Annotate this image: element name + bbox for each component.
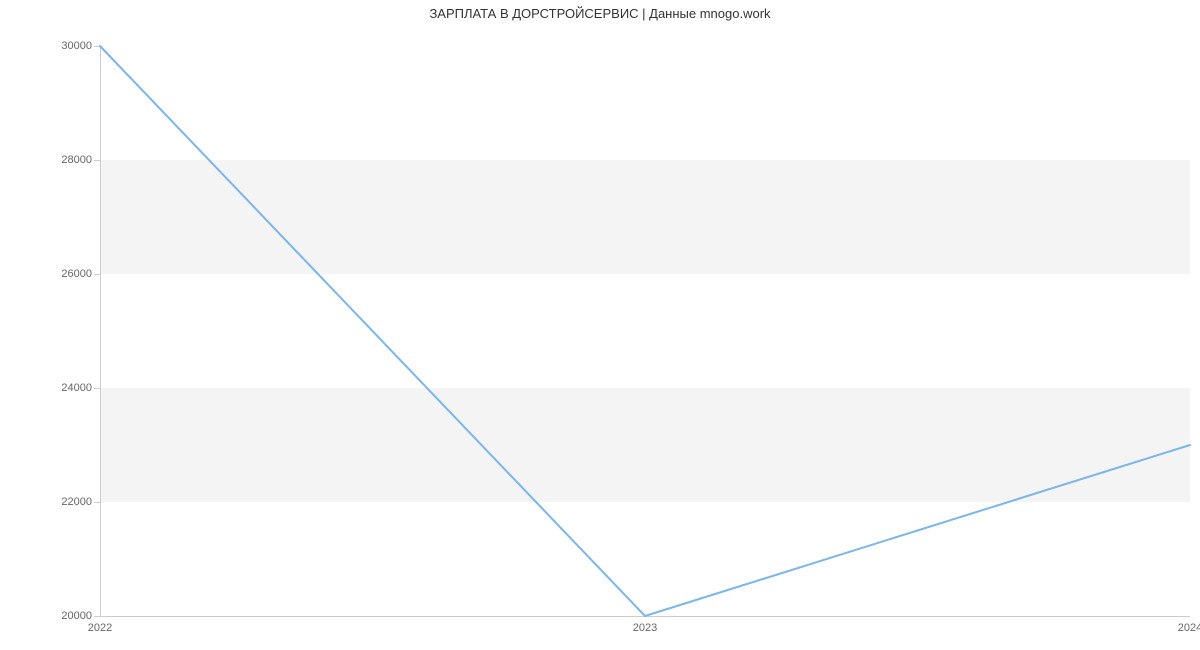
chart-title: ЗАРПЛАТА В ДОРСТРОЙСЕРВИС | Данные mnogo…	[0, 0, 1200, 25]
y-tick-label: 30000	[61, 40, 100, 52]
y-tick-label: 22000	[61, 496, 100, 508]
x-tick-label: 2024	[1178, 616, 1200, 634]
y-tick-label: 28000	[61, 154, 100, 166]
line-series	[100, 46, 1190, 616]
x-tick-label: 2022	[88, 616, 112, 634]
x-tick-label: 2023	[633, 616, 657, 634]
y-tick-label: 24000	[61, 382, 100, 394]
y-tick-label: 26000	[61, 268, 100, 280]
chart-plot-area: 200002200024000260002800030000 202220232…	[100, 46, 1190, 616]
